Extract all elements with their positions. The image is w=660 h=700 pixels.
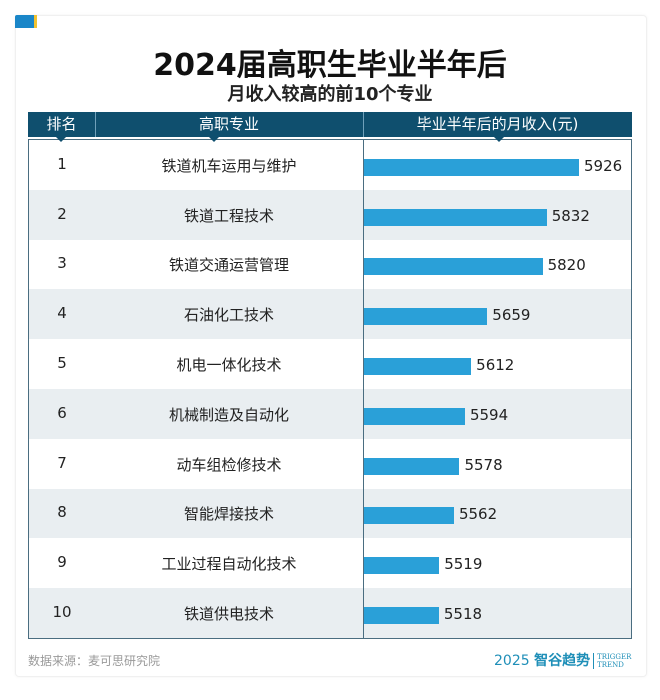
rank-cell: 2	[57, 204, 67, 223]
income-bar	[364, 557, 440, 575]
income-value-label: 5578	[464, 455, 503, 474]
income-bar	[364, 308, 488, 326]
chart-title: 2024届高职生毕业半年后	[153, 48, 507, 83]
income-bar	[364, 158, 579, 176]
income-bar	[364, 407, 465, 425]
rank-cell: 9	[57, 553, 67, 572]
major-cell: 铁道供电技术	[183, 605, 274, 624]
income-value-label: 5594	[469, 405, 509, 424]
rank-cell: 6	[57, 403, 67, 422]
income-bar	[364, 208, 547, 226]
income-bar	[364, 258, 543, 276]
major-cell: 智能焊接技术	[183, 505, 274, 524]
rank-cell: 3	[57, 254, 67, 273]
corner-decoration	[15, 15, 37, 28]
data-source: 数据来源：麦可思研究院	[28, 654, 161, 668]
income-value-label: 5926	[584, 156, 623, 175]
major-cell: 动车组检修技术	[176, 455, 282, 474]
major-cell: 铁道工程技术	[183, 206, 274, 225]
column-divider	[363, 140, 364, 638]
table-row: 4 石油化工技术 5659	[29, 289, 631, 340]
table-row: 6 机械制造及自动化 5594	[29, 389, 631, 439]
income-value-label: 5612	[476, 356, 515, 375]
table-row: 7 动车组检修技术 5578	[29, 439, 631, 489]
income-bar	[364, 457, 460, 475]
header-rank: 排名	[28, 112, 96, 137]
major-cell: 石油化工技术	[183, 306, 274, 325]
rank-cell: 7	[57, 453, 67, 472]
income-value-label: 5562	[458, 505, 498, 524]
table-row: 8 智能焊接技术 5562	[29, 488, 631, 539]
income-value-label: 5519	[444, 555, 483, 574]
brand-logo: 2025 智谷趋势 TRIGGER TREND	[494, 653, 632, 669]
income-value-label: 5518	[443, 605, 483, 624]
major-cell: 工业过程自动化技术	[161, 555, 297, 574]
table-body: 10 铁道供电技术 5518 9 工业过程自动化技术 5519 8 智能焊接技术 5562 7 动车…	[28, 139, 632, 639]
header-major: 高职专业	[95, 112, 364, 137]
major-cell: 机械制造及自动化	[168, 405, 289, 424]
income-bar	[364, 607, 439, 625]
rank-cell: 5	[57, 354, 67, 373]
rank-cell: 10	[52, 603, 72, 622]
rank-cell: 4	[57, 304, 67, 323]
rank-cell: 8	[57, 503, 67, 522]
major-cell: 铁道机车运用与维护	[161, 156, 297, 175]
table-header: 排名 高职专业 毕业半年后的月收入(元)	[28, 112, 632, 137]
table-row: 10 铁道供电技术 5518	[29, 588, 631, 638]
chart-subtitle: 月收入较高的前10个专业	[227, 84, 433, 105]
major-cell: 铁道交通运营管理	[168, 256, 289, 275]
table-row: 1 铁道机车运用与维护 5926	[29, 140, 631, 190]
income-value-label: 5820	[547, 256, 586, 275]
rank-cell: 1	[57, 154, 67, 173]
income-bar	[364, 358, 472, 376]
header-pointer	[56, 137, 66, 142]
header-pointer	[209, 137, 219, 142]
header-pointer	[494, 137, 504, 142]
income-value-label: 5659	[492, 306, 531, 325]
major-cell: 机电一体化技术	[176, 356, 282, 375]
table-row: 9 工业过程自动化技术 5519	[29, 538, 631, 588]
header-income: 毕业半年后的月收入(元)	[416, 115, 579, 133]
income-value-label: 5832	[551, 206, 590, 225]
table-row: 5 机电一体化技术 5612	[29, 339, 631, 389]
income-bar	[364, 507, 454, 525]
table-row: 3 铁道交通运营管理 5820	[29, 240, 631, 290]
table-row: 2 铁道工程技术 5832	[29, 189, 631, 240]
